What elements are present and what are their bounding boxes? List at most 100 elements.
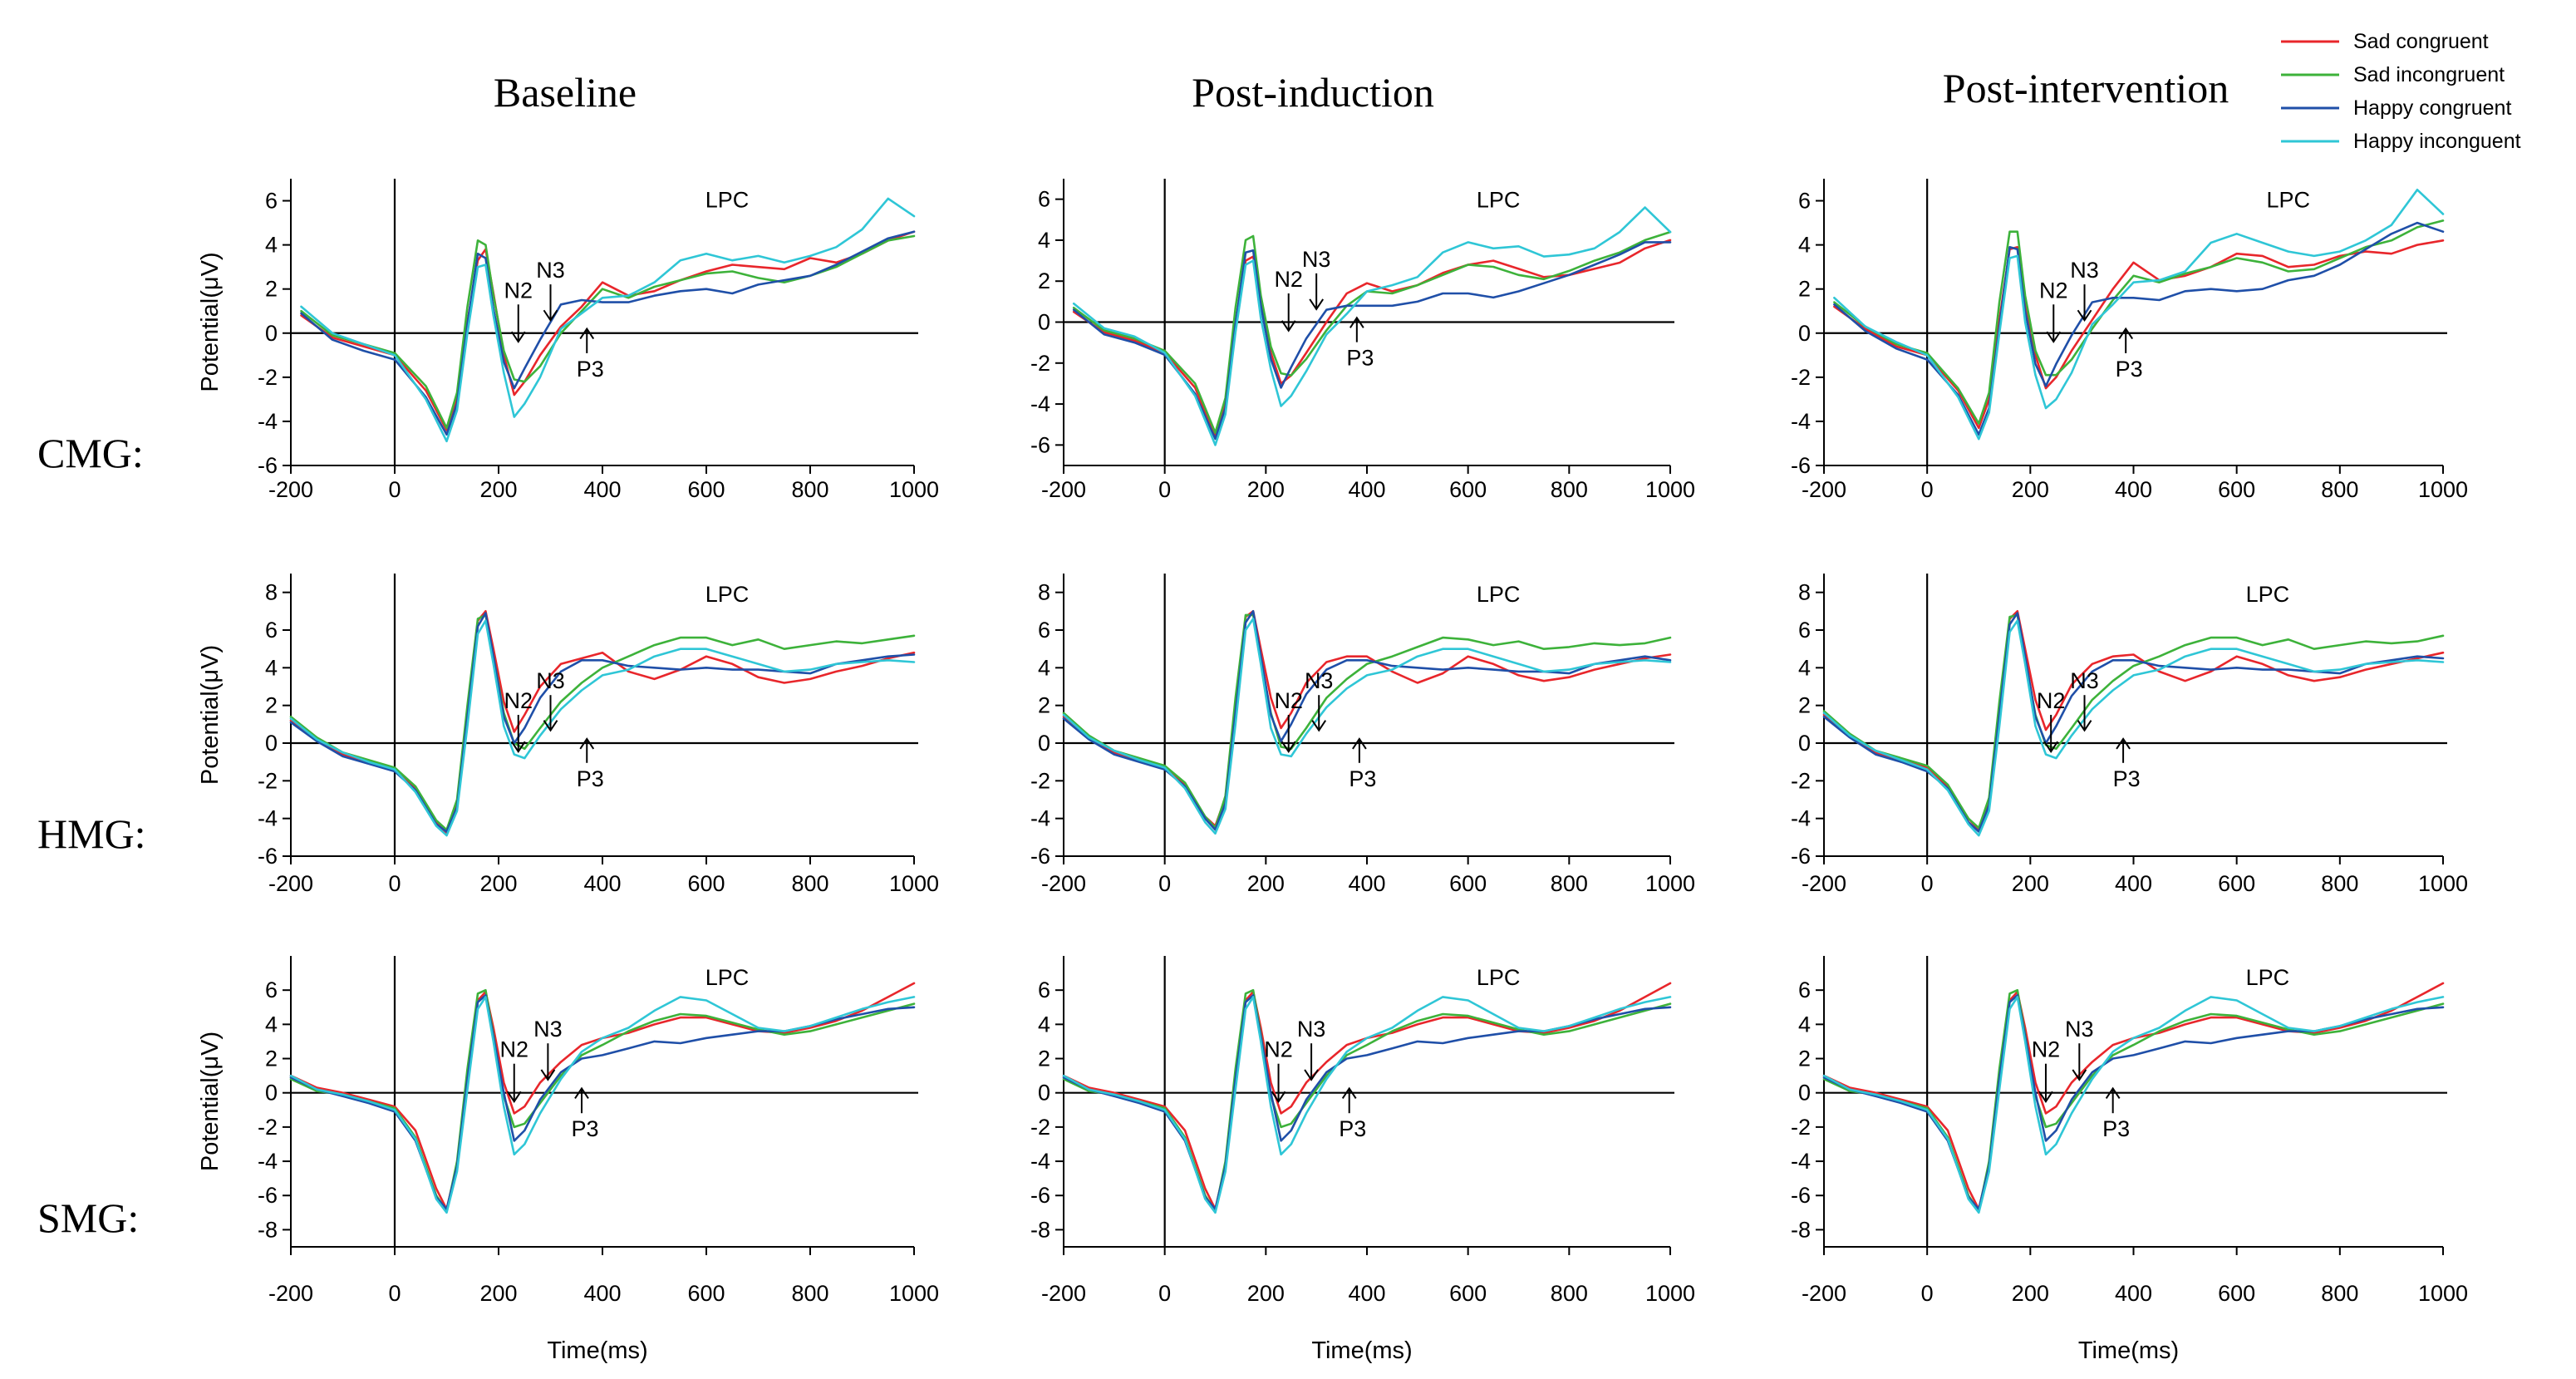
component-label-p3: P3 [577, 357, 604, 382]
component-label-p3: P3 [2113, 766, 2141, 791]
series-line-happy-inconguent [300, 197, 916, 443]
series-line-happy-congruent [1822, 612, 2445, 833]
y-tick-label: 4 [1798, 233, 1811, 258]
y-tick-label: 6 [265, 618, 278, 643]
x-tick-label: 400 [2115, 871, 2152, 896]
component-arrowhead-n2 [2038, 1091, 2053, 1104]
panel-smg-post-intervention: -8 -6 -4 -2 0 2 4 6 -200 0 200 400 600 800 1000 Time(ms… [1791, 956, 2468, 1364]
component-arrowhead-n2 [506, 1091, 522, 1104]
series-line-sad-congruent [1833, 239, 2445, 430]
x-tick-label: 800 [791, 477, 828, 502]
component-label-n2: N2 [1264, 1037, 1293, 1062]
y-tick-label: 2 [265, 1047, 278, 1071]
series-line-happy-congruent [1072, 241, 1672, 441]
series-line-happy-inconguent [1062, 618, 1672, 835]
series-line-happy-inconguent [1822, 619, 2445, 837]
x-tick-label: 200 [1247, 477, 1285, 502]
y-tick-label: -2 [1791, 768, 1811, 793]
component-label-n3: N3 [536, 668, 565, 693]
x-tick-label: -200 [1802, 477, 1846, 502]
series-line-sad-incongruent [1062, 613, 1672, 830]
series-line-happy-congruent [300, 230, 916, 436]
component-label-n2: N2 [2039, 278, 2068, 303]
y-tick-label: -2 [1030, 351, 1050, 376]
y-tick-label: 8 [1798, 580, 1811, 605]
component-label-p3: P3 [1346, 346, 1374, 371]
legend-label-happy-congruent: Happy congruent [2353, 96, 2511, 120]
y-tick-label: -6 [1030, 432, 1050, 457]
x-tick-label: 400 [583, 871, 621, 896]
component-label-n2: N2 [499, 1037, 528, 1062]
y-tick-label: -6 [258, 844, 278, 869]
y-tick-label: 2 [1038, 268, 1050, 293]
x-tick-label: 600 [1449, 871, 1487, 896]
y-tick-label: -4 [1030, 392, 1050, 416]
y-tick-label: 4 [265, 1012, 278, 1037]
x-tick-label: 800 [2321, 871, 2358, 896]
x-tick-label: 1000 [2418, 871, 2468, 896]
y-tick-label: -6 [1791, 1183, 1811, 1208]
component-arrowhead-p3 [1341, 1086, 1357, 1100]
x-tick-label: 1000 [889, 477, 939, 502]
x-tick-label: 200 [479, 477, 517, 502]
y-tick-label: -2 [1030, 768, 1050, 793]
component-label-p3: P3 [1339, 1116, 1366, 1141]
column-title-post-induction: Post-induction [1192, 69, 1434, 116]
series-line-happy-inconguent [289, 996, 916, 1214]
x-tick-label: 200 [1247, 871, 1285, 896]
series-line-happy-inconguent [1822, 996, 2445, 1214]
component-label-n2: N2 [1274, 688, 1303, 713]
x-tick-label: 600 [2218, 871, 2255, 896]
y-tick-label: 0 [1798, 1081, 1811, 1106]
y-tick-label: 6 [1038, 618, 1050, 643]
x-tick-label: 200 [2012, 477, 2049, 502]
x-tick-label: 0 [388, 1281, 401, 1306]
series-line-happy-inconguent [1072, 206, 1672, 446]
component-label-lpc: LPC [2246, 582, 2290, 607]
y-tick-label: 6 [265, 189, 278, 214]
y-tick-label: -4 [258, 409, 278, 434]
series-line-happy-inconguent [1833, 189, 2445, 441]
x-tick-label: 800 [1551, 1281, 1588, 1306]
x-tick-label: 800 [791, 871, 828, 896]
component-label-lpc: LPC [1477, 188, 1521, 213]
component-label-n3: N3 [1305, 668, 1334, 693]
y-tick-label: -8 [258, 1217, 278, 1242]
y-tick-label: 6 [1038, 187, 1050, 212]
y-tick-label: -2 [258, 1115, 278, 1140]
y-tick-label: 6 [1798, 978, 1811, 1002]
y-tick-label: -2 [1030, 1115, 1050, 1140]
y-tick-label: -2 [1791, 365, 1811, 390]
component-label-n3: N3 [2070, 668, 2099, 693]
component-arrowhead-p3 [574, 1086, 589, 1100]
y-tick-label: 6 [1798, 189, 1811, 214]
x-tick-label: 400 [1348, 871, 1385, 896]
y-tick-label: -6 [258, 453, 278, 478]
y-tick-label: 0 [265, 731, 278, 756]
component-label-n3: N3 [2065, 1017, 2094, 1042]
x-tick-label: 200 [479, 871, 517, 896]
y-tick-label: 0 [265, 1081, 278, 1106]
y-tick-label: 0 [1038, 1081, 1050, 1106]
y-tick-label: 2 [265, 693, 278, 718]
x-tick-label: -200 [1041, 871, 1086, 896]
x-tick-label: 800 [2321, 477, 2358, 502]
series-line-sad-incongruent [1833, 219, 2445, 425]
y-tick-label: 8 [265, 580, 278, 605]
x-tick-label: 1000 [1645, 477, 1695, 502]
component-arrowhead-n3 [2077, 720, 2092, 732]
component-arrowhead-n2 [1281, 320, 1296, 332]
x-tick-label: 200 [2012, 871, 2049, 896]
series-line-sad-congruent [1062, 982, 1672, 1210]
x-axis-title: Time(ms) [1311, 1337, 1412, 1364]
component-label-p3: P3 [1349, 766, 1376, 791]
column-title-baseline: Baseline [494, 69, 637, 116]
x-tick-label: -200 [268, 1281, 313, 1306]
component-arrowhead-n3 [1311, 720, 1327, 732]
x-tick-label: 0 [1158, 871, 1171, 896]
series-line-sad-incongruent [289, 613, 916, 831]
component-label-p3: P3 [577, 766, 604, 791]
y-tick-label: -6 [1791, 844, 1811, 869]
y-tick-label: -4 [1791, 806, 1811, 831]
